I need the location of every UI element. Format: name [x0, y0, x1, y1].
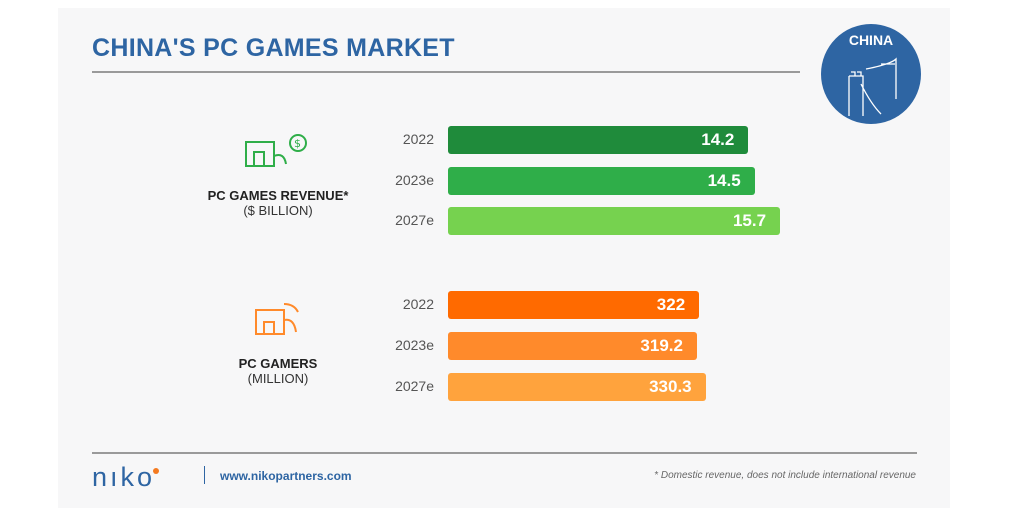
revenue-icon: $ — [245, 134, 307, 167]
title-divider — [92, 71, 800, 73]
page-title: CHINA'S PC GAMES MARKET — [92, 34, 455, 62]
gamers-year-label: 2022 — [402, 296, 434, 312]
gamers-group-label: PC GAMERS (MILLION) — [178, 356, 378, 386]
infographic-card — [58, 8, 950, 508]
footer-divider — [92, 452, 917, 454]
website-link[interactable]: www.nikopartners.com — [220, 469, 352, 483]
gamers-title: PC GAMERS — [238, 356, 318, 371]
revenue-year-label: 2022 — [402, 131, 434, 147]
revenue-year-label: 2023e — [395, 172, 434, 188]
gamers-year-label: 2027e — [395, 378, 434, 394]
niko-logo: nıko — [92, 462, 160, 493]
badge-label: CHINA — [848, 32, 894, 48]
gamers-value-label: 330.3 — [649, 377, 692, 396]
gamers-value-label: 322 — [656, 295, 686, 314]
revenue-group-label: PC GAMES REVENUE* ($ BILLION) — [178, 188, 378, 218]
gamers-value-label: 319.2 — [640, 336, 683, 355]
gamers-bar: 330.3 — [448, 373, 706, 401]
revenue-unit: ($ BILLION) — [243, 203, 313, 218]
footer-separator — [204, 466, 205, 484]
revenue-bar: 14.2 — [448, 126, 749, 154]
revenue-bar: 14.5 — [448, 167, 755, 195]
revenue-value-label: 15.7 — [732, 211, 767, 230]
china-badge: CHINA — [821, 24, 921, 124]
svg-text:$: $ — [294, 137, 301, 150]
revenue-year-label: 2027e — [395, 212, 434, 228]
gamers-year-label: 2023e — [395, 337, 434, 353]
gamer-icon — [255, 303, 299, 335]
gamers-bar: 322 — [448, 291, 700, 319]
gamers-bar: 319.2 — [448, 332, 697, 360]
revenue-bar: 15.7 — [448, 207, 781, 235]
great-wall-icon — [848, 57, 897, 116]
footnote: * Domestic revenue, does not include int… — [654, 470, 916, 481]
revenue-value-label: 14.5 — [707, 171, 741, 190]
revenue-value-label: 14.2 — [701, 130, 735, 149]
gamers-unit: (MILLION) — [247, 371, 309, 386]
revenue-title: PC GAMES REVENUE* — [207, 188, 349, 203]
